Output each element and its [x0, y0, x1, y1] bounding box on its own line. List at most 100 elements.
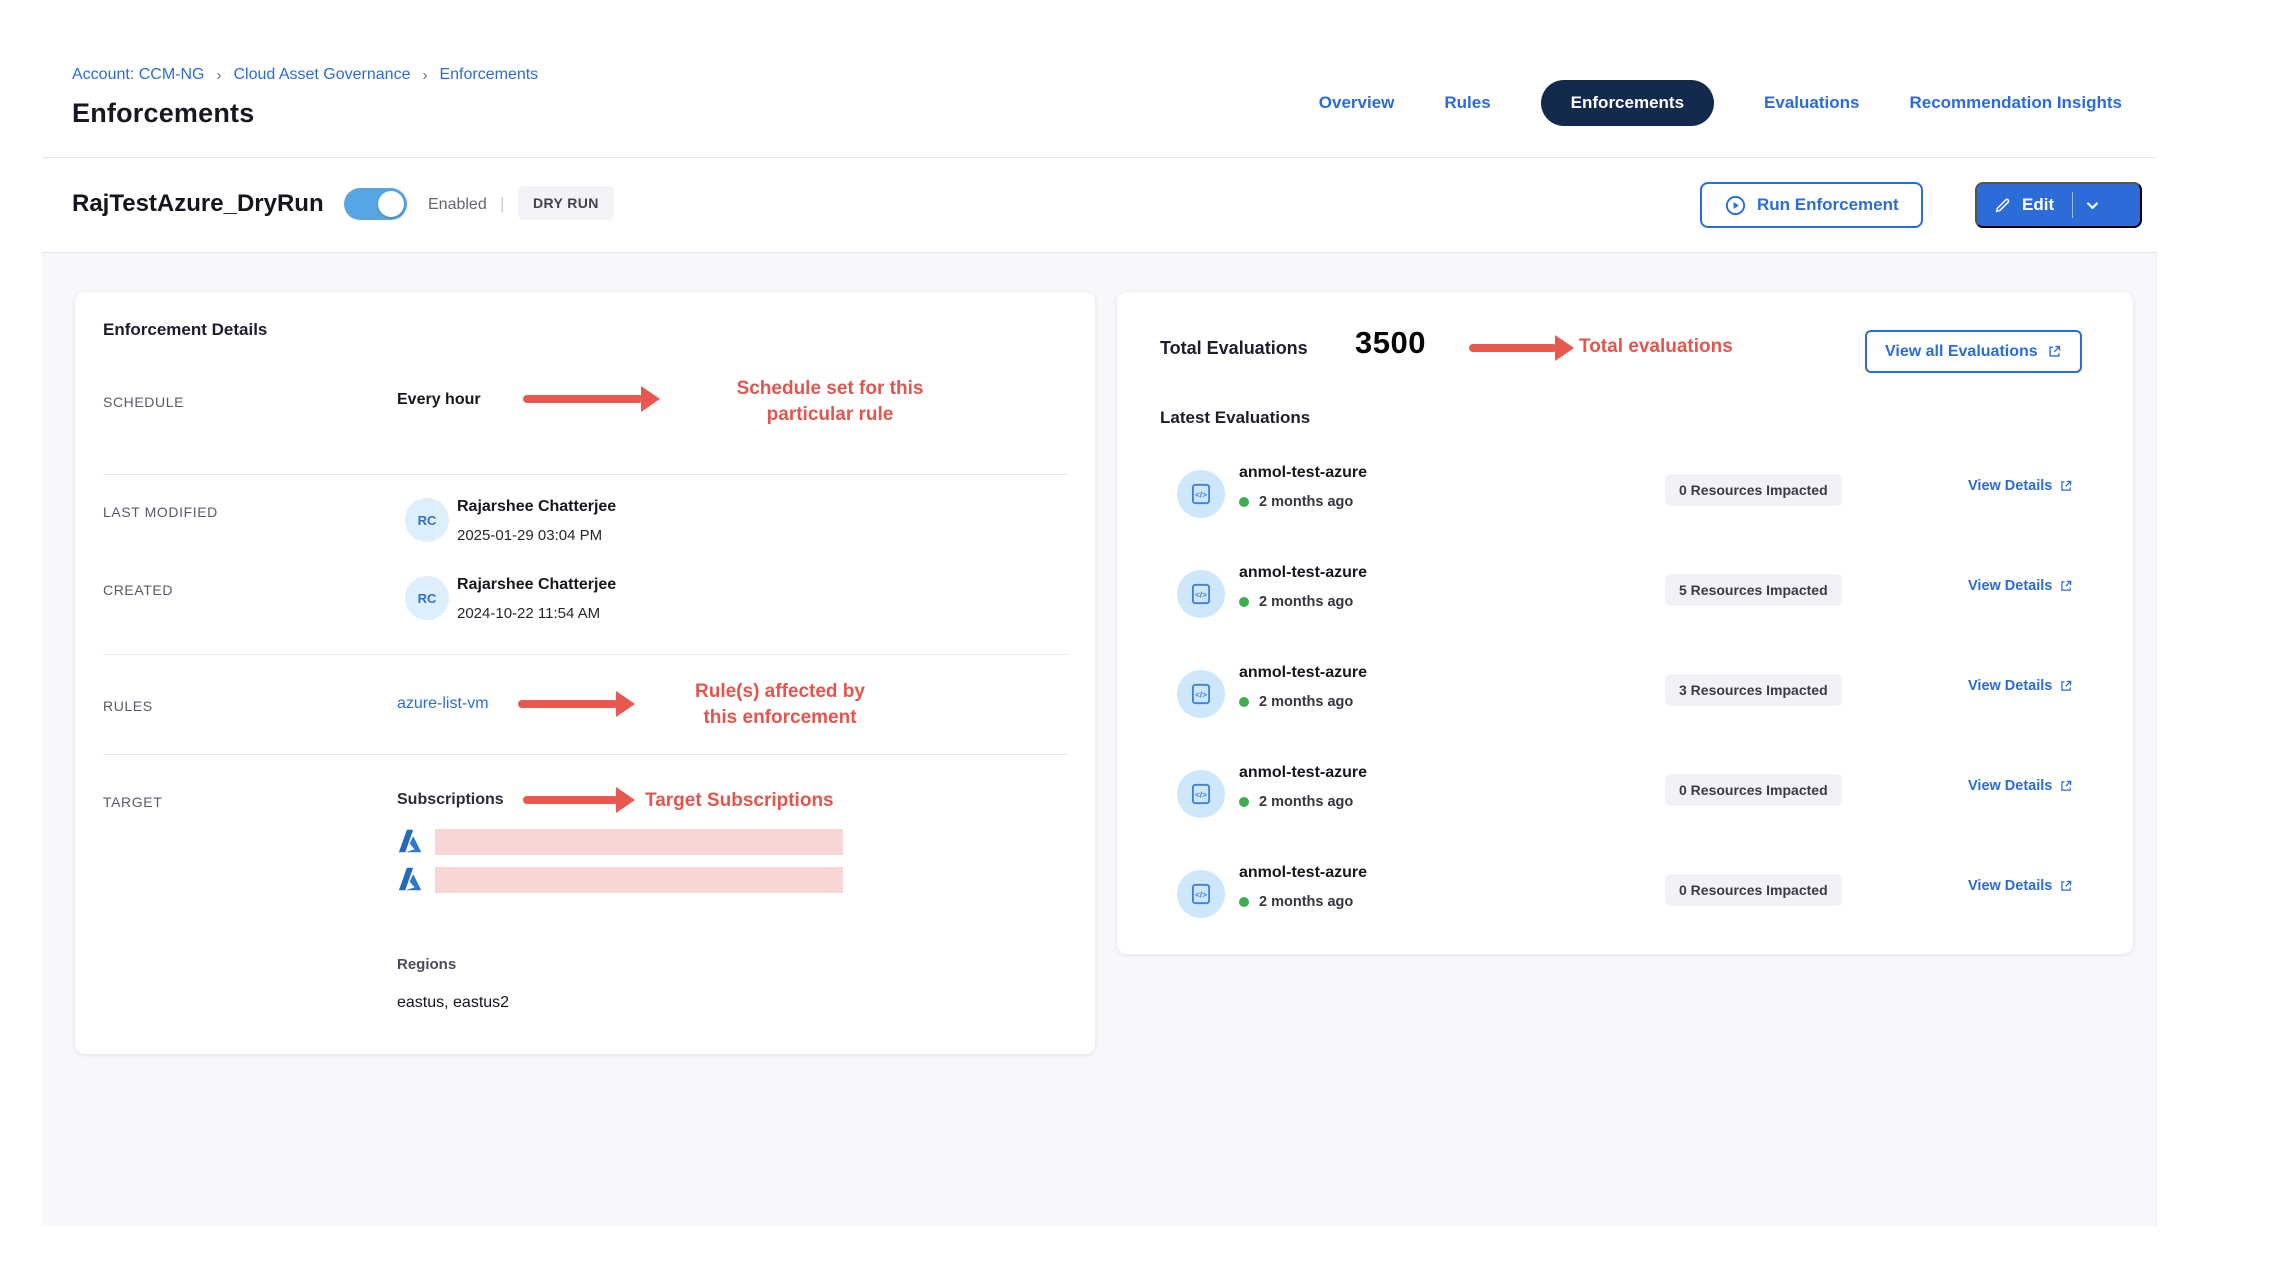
schedule-value: Every hour	[397, 391, 481, 408]
annotation-arrow	[518, 700, 618, 708]
edit-button-label: Edit	[2022, 195, 2055, 214]
view-details-link[interactable]: View Details	[1968, 478, 2073, 494]
total-annotation: Total evaluations	[1579, 336, 1733, 357]
total-evaluations-label: Total Evaluations	[1160, 338, 1308, 358]
tab-rules[interactable]: Rules	[1444, 93, 1491, 112]
rule-link[interactable]: azure-list-vm	[397, 695, 489, 712]
resources-impacted-badge: 5 Resources Impacted	[1665, 574, 1842, 606]
tab-enforcements[interactable]: Enforcements	[1540, 80, 1715, 126]
evaluation-name: anmol-test-azure	[1239, 864, 1368, 881]
chevron-down-icon[interactable]	[2083, 196, 2102, 215]
play-circle-icon	[1725, 195, 1746, 215]
external-link-icon	[2061, 680, 2072, 691]
rules-annotation-line1: Rule(s) affected by	[695, 681, 865, 702]
pipe-divider: |	[500, 194, 505, 213]
policy-script-icon: </>	[1191, 883, 1211, 905]
external-link-icon	[2061, 480, 2072, 491]
tab-evaluations[interactable]: Evaluations	[1764, 93, 1860, 112]
resources-impacted-badge: 3 Resources Impacted	[1665, 674, 1842, 706]
evaluation-name: anmol-test-azure	[1239, 764, 1368, 781]
external-link-icon	[2049, 345, 2060, 357]
created-label: CREATED	[103, 582, 174, 598]
policy-script-icon: </>	[1191, 483, 1211, 505]
regions-value: eastus, eastus2	[397, 994, 510, 1011]
toggle-state-label: Enabled	[428, 196, 487, 213]
view-details-link[interactable]: View Details	[1968, 878, 2073, 894]
chevron-right-icon: ›	[422, 66, 428, 84]
breadcrumb-enforcements-link[interactable]: Enforcements	[439, 66, 539, 83]
annotation-arrow	[523, 796, 618, 804]
subscription-redacted-2	[435, 867, 843, 893]
evaluation-name: anmol-test-azure	[1239, 464, 1368, 481]
avatar: RC	[405, 576, 449, 620]
toggle-knob	[378, 191, 404, 217]
evaluation-time: 2 months ago	[1259, 894, 1354, 910]
evaluations-card: Total Evaluations 3500 Total evaluations…	[1117, 292, 2133, 954]
view-details-label: View Details	[1968, 878, 2053, 894]
view-all-evaluations-label: View all Evaluations	[1885, 342, 2038, 360]
tab-recommendation-insights[interactable]: Recommendation Insights	[1909, 93, 2122, 112]
evaluation-avatar: </>	[1177, 470, 1225, 518]
divider	[103, 754, 1067, 755]
external-link-icon	[2061, 780, 2072, 791]
svg-text:</>: </>	[1195, 790, 1207, 799]
view-details-link[interactable]: View Details	[1968, 578, 2073, 594]
regions-label: Regions	[397, 956, 457, 973]
evaluation-row: </> anmol-test-azure 2 months ago 0 Reso…	[1117, 752, 2133, 852]
target-label: TARGET	[103, 794, 163, 810]
svg-text:</>: </>	[1195, 890, 1207, 899]
breadcrumb-account-link[interactable]: Account: CCM-NG	[72, 66, 205, 83]
enabled-toggle[interactable]	[344, 188, 407, 220]
subscriptions-label: Subscriptions	[397, 791, 504, 808]
view-details-link[interactable]: View Details	[1968, 778, 2073, 794]
tab-overview[interactable]: Overview	[1318, 93, 1395, 112]
avatar: RC	[405, 498, 449, 542]
view-details-link[interactable]: View Details	[1968, 678, 2073, 694]
dry-run-badge: DRY RUN	[518, 186, 614, 220]
azure-icon	[398, 867, 422, 891]
created-date: 2024-10-22 11:54 AM	[457, 605, 601, 622]
external-link-icon	[2061, 880, 2072, 891]
evaluation-avatar: </>	[1177, 570, 1225, 618]
breadcrumb: Account: CCM-NG › Cloud Asset Governance…	[72, 66, 538, 84]
evaluation-row: </> anmol-test-azure 2 months ago 0 Reso…	[1117, 452, 2133, 552]
schedule-annotation-line1: Schedule set for this	[736, 378, 924, 399]
svg-text:</>: </>	[1195, 690, 1207, 699]
view-all-evaluations-button[interactable]: View all Evaluations	[1865, 330, 2082, 373]
evaluation-avatar: </>	[1177, 870, 1225, 918]
resources-impacted-badge: 0 Resources Impacted	[1665, 474, 1842, 506]
evaluation-avatar: </>	[1177, 670, 1225, 718]
rules-annotation-line2: this enforcement	[703, 707, 857, 728]
annotation-arrow	[1469, 344, 1557, 352]
breadcrumb-governance-link[interactable]: Cloud Asset Governance	[233, 66, 411, 83]
enforcement-details-card: Enforcement Details SCHEDULE Every hour …	[75, 292, 1095, 1054]
rules-annotation: Rule(s) affected by this enforcement	[630, 679, 930, 731]
rules-label: RULES	[103, 698, 153, 714]
annotation-arrow	[523, 395, 643, 403]
policy-script-icon: </>	[1191, 783, 1211, 805]
evaluation-time: 2 months ago	[1259, 694, 1354, 710]
run-enforcement-label: Run Enforcement	[1757, 195, 1899, 214]
page-title: Enforcements	[72, 98, 255, 128]
resources-impacted-badge: 0 Resources Impacted	[1665, 874, 1842, 906]
edit-button[interactable]: Edit	[1975, 182, 2142, 228]
header-divider	[42, 157, 2157, 158]
created-name: Rajarshee Chatterjee	[457, 576, 617, 593]
chevron-right-icon: ›	[216, 66, 222, 84]
view-details-label: View Details	[1968, 678, 2053, 694]
last-modified-date: 2025-01-29 03:04 PM	[457, 527, 603, 544]
evaluation-row: </> anmol-test-azure 2 months ago 0 Reso…	[1117, 852, 2133, 952]
policy-script-icon: </>	[1191, 583, 1211, 605]
svg-text:</>: </>	[1195, 490, 1207, 499]
svg-text:</>: </>	[1195, 590, 1207, 599]
resources-impacted-badge: 0 Resources Impacted	[1665, 774, 1842, 806]
pencil-icon	[1995, 198, 2010, 212]
evaluation-avatar: </>	[1177, 770, 1225, 818]
status-dot	[1239, 797, 1249, 807]
view-details-label: View Details	[1968, 578, 2053, 594]
divider	[103, 654, 1067, 655]
evaluation-name: anmol-test-azure	[1239, 564, 1368, 581]
evaluation-time: 2 months ago	[1259, 794, 1354, 810]
status-dot	[1239, 897, 1249, 907]
run-enforcement-button[interactable]: Run Enforcement	[1700, 182, 1923, 228]
